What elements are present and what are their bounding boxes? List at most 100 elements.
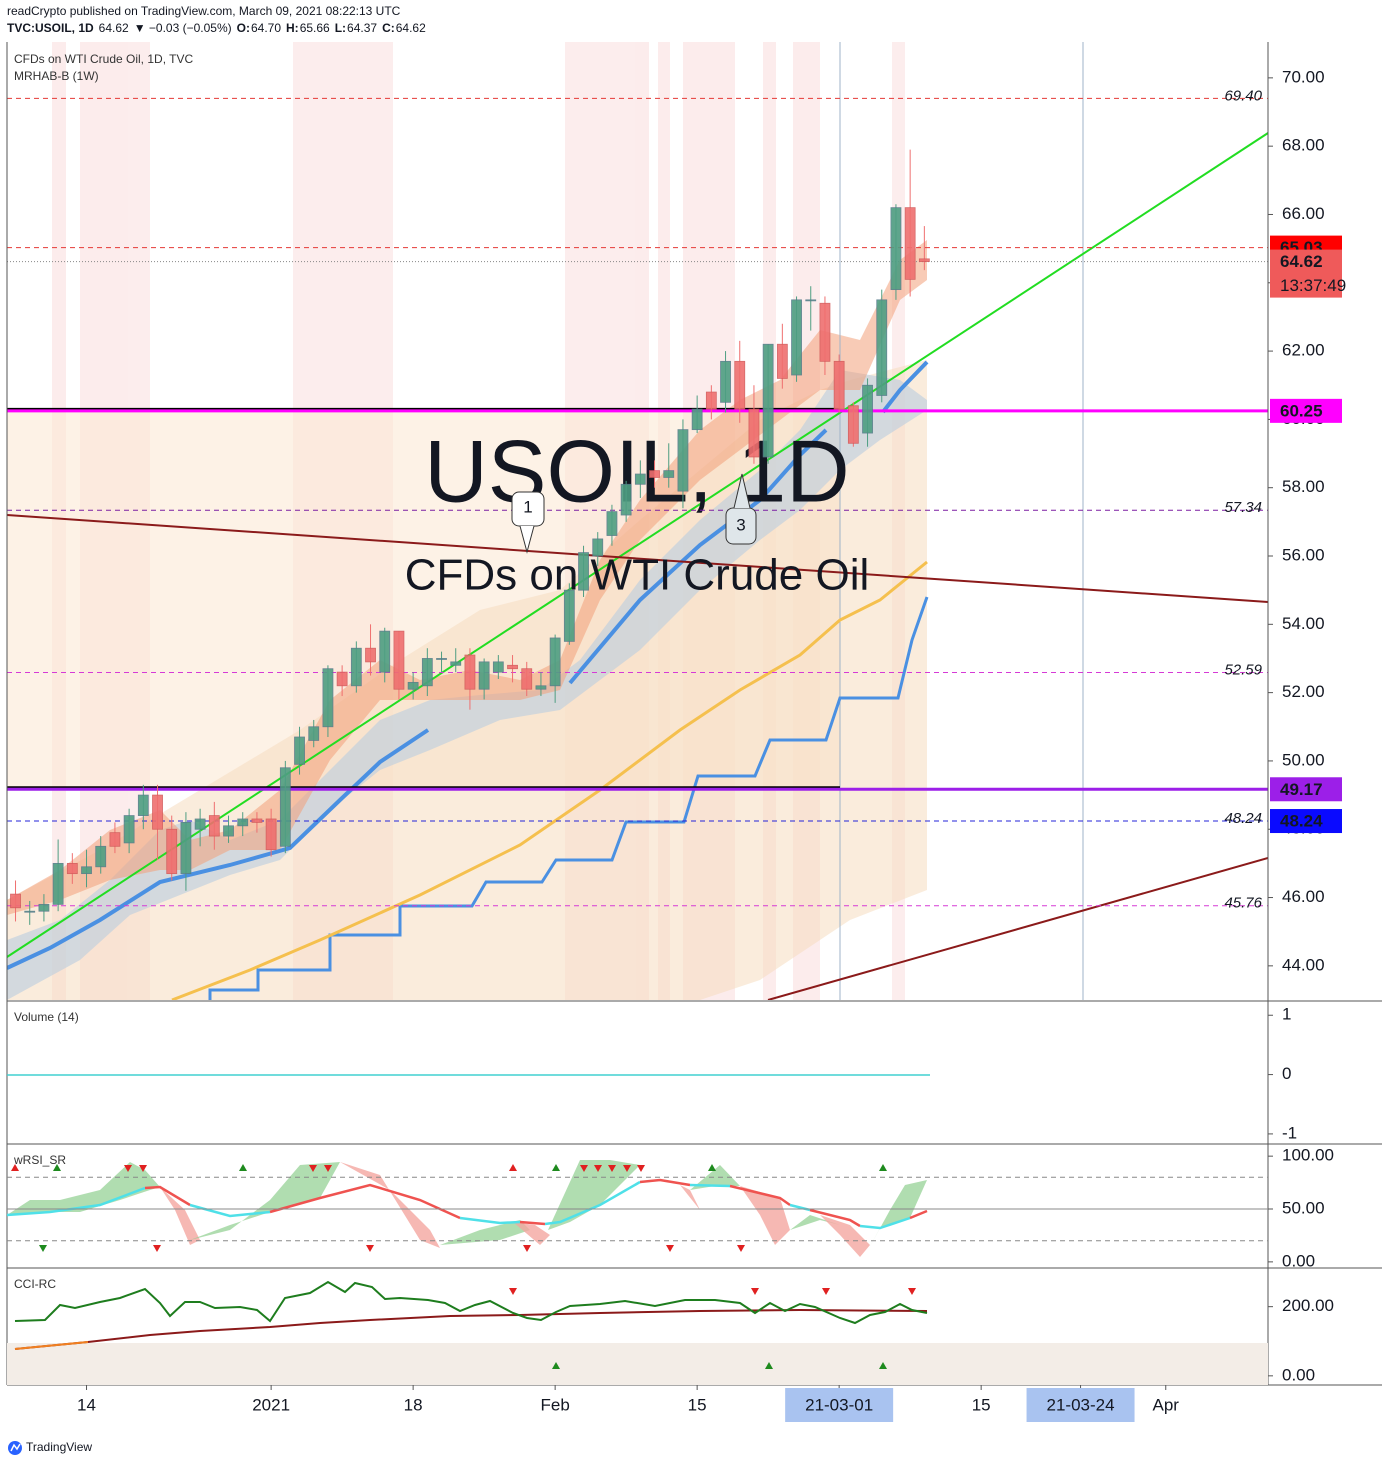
signal-arrow bbox=[366, 1245, 374, 1252]
x-tick-label: 15 bbox=[688, 1395, 707, 1414]
candle-body bbox=[492, 661, 504, 673]
signal-arrow bbox=[509, 1288, 517, 1295]
y-tick-label: 0.00 bbox=[1282, 1251, 1315, 1270]
candle-body bbox=[890, 207, 902, 291]
signal-arrow bbox=[580, 1165, 588, 1172]
ohlc-value: 64.70 bbox=[251, 21, 281, 35]
signal-arrow bbox=[637, 1165, 645, 1172]
candle-body bbox=[294, 736, 305, 765]
candle-body bbox=[81, 866, 92, 875]
ohlc-value: 64.37 bbox=[347, 21, 377, 35]
y-tick-label: 66.00 bbox=[1282, 204, 1325, 223]
y-tick-label: 44.00 bbox=[1282, 955, 1325, 974]
price-label-box bbox=[1270, 809, 1342, 834]
ohlc-key: L: bbox=[335, 21, 346, 35]
rsi-plot bbox=[6, 1160, 928, 1257]
candle-body bbox=[350, 647, 362, 687]
candle-body bbox=[918, 258, 930, 263]
candle-body bbox=[38, 903, 50, 912]
candle-body bbox=[24, 910, 36, 913]
y-tick-label: 70.00 bbox=[1282, 67, 1325, 86]
candle-body bbox=[563, 589, 575, 642]
candle-body bbox=[123, 815, 135, 844]
signal-arrow bbox=[879, 1164, 887, 1171]
y-tick-label: 100.00 bbox=[1282, 1146, 1334, 1165]
candle-body bbox=[478, 661, 490, 690]
y-tick-label: 0 bbox=[1282, 1064, 1291, 1083]
panel-title: Volume (14) bbox=[14, 1010, 79, 1024]
main-plot: USOIL, 1D CFDs on WTI Crude Oil 69.40 57.3… bbox=[7, 42, 1268, 1000]
symbol: TVC:USOIL, 1D bbox=[7, 21, 94, 35]
candle-body bbox=[336, 671, 348, 687]
signal-arrow bbox=[608, 1165, 616, 1172]
y-tick-label: 1 bbox=[1282, 1005, 1291, 1024]
candle-body bbox=[649, 470, 660, 478]
signal-arrow bbox=[139, 1165, 147, 1172]
ohlc-key: C: bbox=[382, 21, 395, 35]
y-tick-label: 54.00 bbox=[1282, 614, 1325, 633]
signal-arrow bbox=[309, 1165, 317, 1172]
signal-arrow bbox=[509, 1164, 517, 1171]
last-price: 64.62 bbox=[99, 21, 129, 35]
candle-body bbox=[549, 637, 561, 687]
level-label: 57.34 bbox=[1224, 499, 1262, 516]
signal-arrow bbox=[666, 1245, 674, 1252]
price-change: ▼ −0.03 (−0.05%) bbox=[134, 21, 232, 35]
candle-body bbox=[876, 299, 888, 396]
level-label: 52.59 bbox=[1224, 661, 1262, 678]
candle-body bbox=[180, 822, 192, 875]
signal-arrow bbox=[623, 1165, 631, 1172]
signal-arrow bbox=[153, 1245, 161, 1252]
moving-average bbox=[171, 560, 928, 1000]
y-tick-label: 200.00 bbox=[1282, 1296, 1334, 1315]
candle-body bbox=[464, 654, 476, 690]
candle-body bbox=[819, 302, 831, 362]
candle-body bbox=[606, 511, 618, 536]
y-tick-label: 56.00 bbox=[1282, 545, 1325, 564]
signal-arrow bbox=[737, 1245, 745, 1252]
candle-body bbox=[421, 658, 433, 687]
watermark-description: CFDs on WTI Crude Oil bbox=[405, 551, 870, 600]
candle-body bbox=[847, 405, 859, 444]
moving-average bbox=[7, 728, 430, 970]
y-tick-label: 58.00 bbox=[1282, 477, 1325, 496]
candle-body bbox=[95, 845, 107, 868]
candle-body bbox=[52, 862, 64, 905]
price-label: 48.24 bbox=[1280, 812, 1323, 831]
axes: 44.0046.0048.0050.0052.0054.0056.0058.00… bbox=[7, 67, 1346, 1422]
candle-body bbox=[137, 794, 149, 816]
signal-arrow bbox=[765, 1362, 773, 1369]
candle-body bbox=[365, 647, 376, 663]
signal-arrow bbox=[39, 1245, 47, 1252]
candle-body bbox=[578, 552, 589, 591]
candle-body bbox=[862, 384, 873, 434]
candle-body bbox=[152, 794, 163, 830]
candle-body bbox=[521, 668, 533, 690]
x-tick-label: 18 bbox=[404, 1395, 423, 1414]
callout bbox=[511, 473, 757, 554]
x-tick-label: 2021 bbox=[252, 1395, 290, 1414]
candle-body bbox=[620, 483, 632, 516]
signal-arrow bbox=[908, 1288, 916, 1295]
candle-body bbox=[791, 299, 802, 376]
candle-body bbox=[237, 818, 249, 827]
cci-plot bbox=[7, 1280, 1268, 1385]
candle-body bbox=[677, 429, 689, 492]
candle-body bbox=[691, 408, 703, 431]
candle-body bbox=[379, 630, 391, 673]
candle-body bbox=[393, 630, 405, 690]
x-tick-highlight bbox=[785, 1388, 894, 1422]
x-tick-label: 15 bbox=[972, 1395, 991, 1414]
y-tick-label: 46.00 bbox=[1282, 887, 1325, 906]
candle-body bbox=[720, 360, 731, 403]
signal-arrow bbox=[552, 1164, 560, 1171]
price-label: 60.25 bbox=[1280, 401, 1323, 420]
watermark-symbol: USOIL, 1D bbox=[424, 421, 849, 520]
symbol-line: TVC:USOIL, 1D 64.62 ▼ −0.03 (−0.05%) O: 64.7… bbox=[7, 21, 426, 35]
ohlc-key: H: bbox=[286, 21, 299, 35]
candle-body bbox=[762, 343, 774, 458]
candle-body bbox=[776, 343, 788, 379]
signal-arrow bbox=[594, 1165, 602, 1172]
candle-body bbox=[407, 681, 419, 690]
y-tick-label: 0.00 bbox=[1282, 1365, 1315, 1384]
